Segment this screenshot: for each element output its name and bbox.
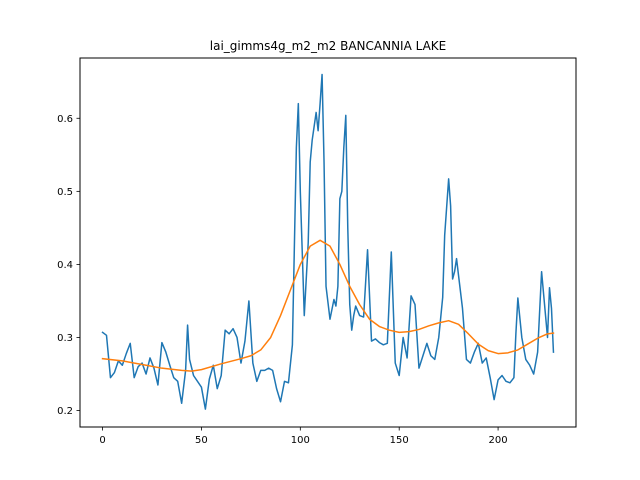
series-line-2 <box>101 239 555 372</box>
y-tick-label: 0.6 <box>57 114 73 125</box>
y-axis: 0.2 0.3 0.4 0.5 0.6 <box>57 114 80 417</box>
x-tick-label: 200 <box>489 435 508 446</box>
x-axis: 0 50 100 150 200 <box>99 427 508 446</box>
x-tick-label: 100 <box>291 435 310 446</box>
x-tick-label: 50 <box>195 435 208 446</box>
y-tick-label: 0.4 <box>57 260 73 271</box>
series-line-1 <box>101 73 555 410</box>
plot-frame <box>79 57 577 428</box>
y-tick-label: 0.2 <box>57 406 73 417</box>
y-tick-label: 0.5 <box>57 187 73 198</box>
series-layer <box>101 73 555 410</box>
y-tick-label: 0.3 <box>57 333 73 344</box>
x-tick-label: 0 <box>99 435 105 446</box>
chart-title: lai_gimms4g_m2_m2 BANCANNIA LAKE <box>210 39 446 53</box>
x-tick-label: 150 <box>390 435 409 446</box>
